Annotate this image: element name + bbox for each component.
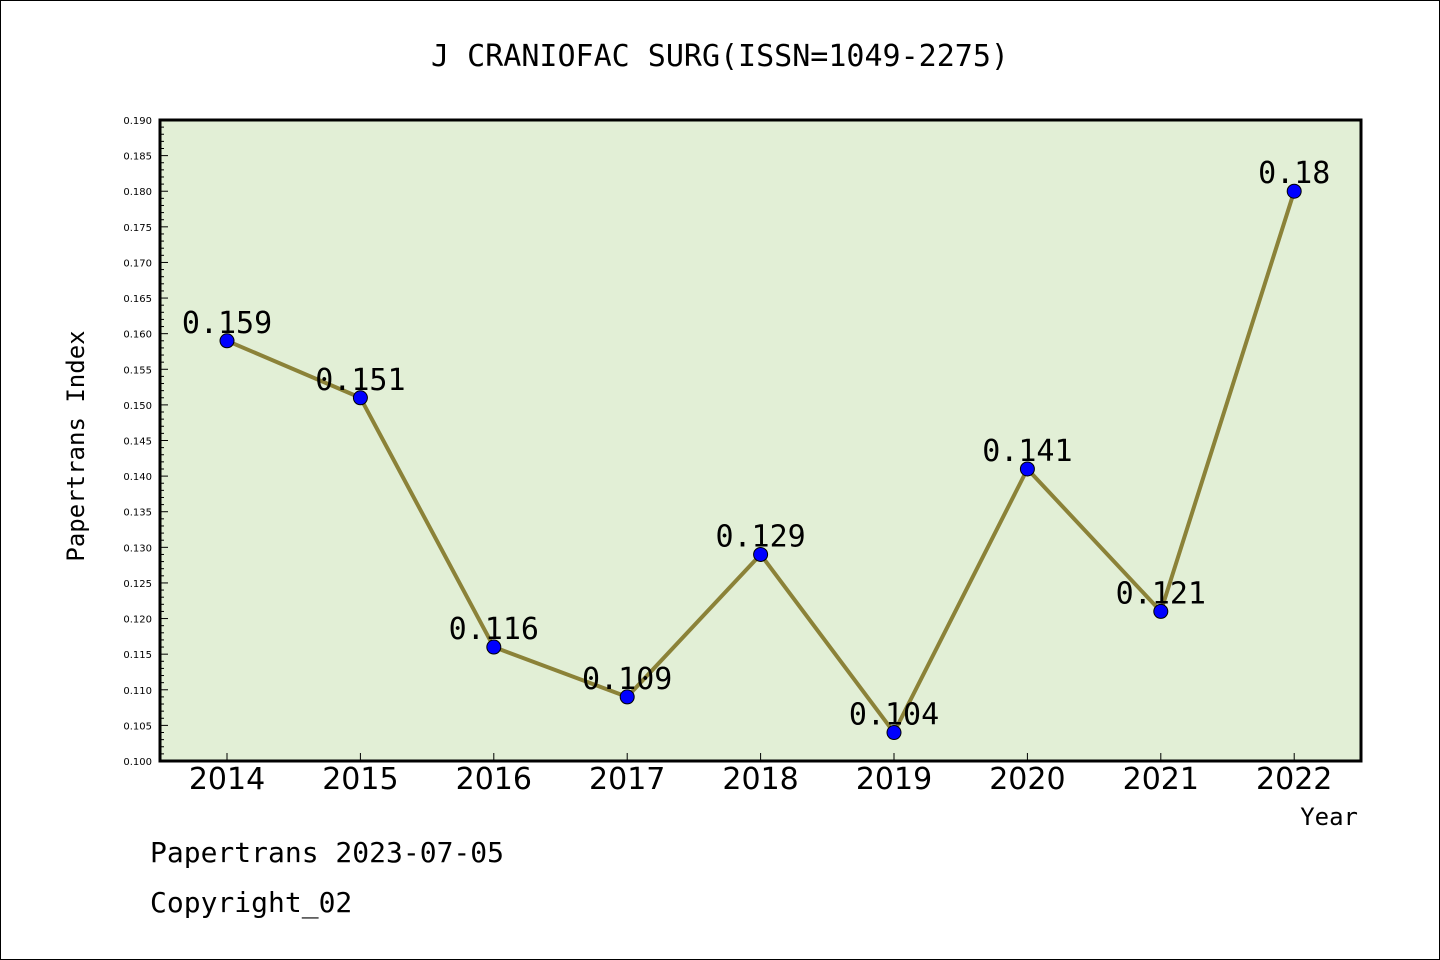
y-tick-label: 0.185 <box>123 152 152 163</box>
data-label: 0.129 <box>715 519 805 554</box>
y-tick-label: 0.130 <box>123 543 152 554</box>
data-point <box>1153 603 1169 619</box>
y-tick-label: 0.140 <box>123 472 152 483</box>
data-point <box>219 333 235 349</box>
x-tick-label: 2018 <box>722 762 798 797</box>
data-label: 0.159 <box>182 306 272 341</box>
data-point <box>886 725 902 741</box>
y-tick-label: 0.105 <box>123 721 152 732</box>
y-tick-label: 0.150 <box>123 401 152 412</box>
data-point <box>352 390 368 406</box>
y-tick-label: 0.125 <box>123 579 152 590</box>
x-tick-label: 2017 <box>589 762 665 797</box>
y-tick-label: 0.170 <box>123 258 152 269</box>
y-tick-label: 0.120 <box>123 615 152 626</box>
data-point <box>1019 461 1035 477</box>
footer-copyright: Copyright_02 <box>150 886 353 919</box>
x-tick-label: 2021 <box>1123 762 1199 797</box>
data-label: 0.121 <box>1116 576 1206 611</box>
y-tick-label: 0.110 <box>123 686 152 697</box>
data-point <box>1286 183 1302 199</box>
x-tick-label: 2019 <box>856 762 932 797</box>
y-tick-label: 0.100 <box>123 757 152 768</box>
plot-area <box>158 118 1363 763</box>
y-tick-label: 0.175 <box>123 223 152 234</box>
x-tick-label: 2020 <box>989 762 1065 797</box>
y-tick-label: 0.190 <box>123 116 152 127</box>
data-point <box>753 546 769 562</box>
data-label: 0.104 <box>849 698 939 733</box>
y-tick-label: 0.160 <box>123 330 152 341</box>
y-axis-label: Papertrans Index <box>62 330 90 561</box>
data-label: 0.109 <box>582 662 672 697</box>
y-tick-label: 0.155 <box>123 365 152 376</box>
y-tick-label: 0.115 <box>123 650 152 661</box>
x-tick-label: 2022 <box>1256 762 1332 797</box>
y-tick-label: 0.145 <box>123 437 152 448</box>
y-axis: 0.100 0.105 0.110 0.115 0.120 0.125 0.130 0.135… <box>123 116 168 768</box>
footer-date: Papertrans 2023-07-05 <box>150 836 505 869</box>
data-label: 0.141 <box>982 434 1072 469</box>
y-tick-label: 0.165 <box>123 294 152 305</box>
data-label: 0.116 <box>449 612 539 647</box>
data-label: 0.151 <box>315 363 405 398</box>
series-group: 0.159 0.151 0.116 0.109 0.129 0.104 0.141 0.121… <box>182 156 1330 741</box>
data-label: 0.18 <box>1258 156 1330 191</box>
chart-title: J CRANIOFAC SURG(ISSN=1049-2275) <box>431 39 1009 74</box>
x-tick-label: 2014 <box>189 762 265 797</box>
x-tick-label: 2016 <box>456 762 532 797</box>
x-axis: 2014 2015 2016 2017 2018 2019 2020 2021 2022 <box>189 753 1332 797</box>
data-point <box>486 639 502 655</box>
data-point <box>619 689 635 705</box>
y-tick-label: 0.180 <box>123 187 152 198</box>
y-tick-label: 0.135 <box>123 508 152 519</box>
x-axis-label: Year <box>1300 803 1358 831</box>
x-tick-label: 2015 <box>322 762 398 797</box>
